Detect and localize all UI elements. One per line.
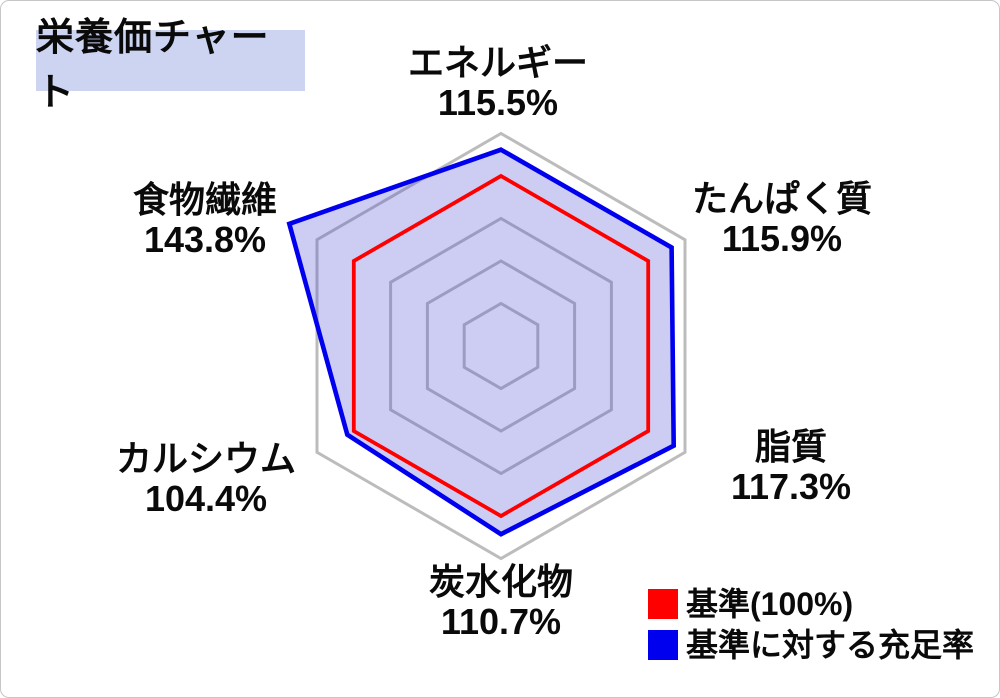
legend-item-base: 基準(100%)	[648, 586, 974, 622]
grid-ring	[315, 131, 687, 561]
axis-value: 143.8%	[143, 219, 267, 260]
axis-label-energy: エネルギー 115.5%	[408, 43, 588, 123]
axis-value: 115.9%	[721, 218, 843, 259]
axis-label-dietary-fiber: 食物繊維 143.8%	[133, 180, 277, 260]
axis-label-fat: 脂質 117.3%	[731, 427, 851, 507]
grid-ring	[425, 259, 577, 433]
legend-swatch-blue	[648, 630, 678, 660]
chart-title-text: 栄養価チャート	[36, 16, 270, 114]
axis-label-protein: たんぱく質 115.9%	[692, 179, 872, 259]
axis-name: 脂質	[754, 426, 827, 467]
grid-ring	[462, 301, 540, 391]
data-line	[286, 147, 677, 537]
legend-label-base: 基準(100%)	[686, 586, 854, 622]
axis-value: 104.4%	[144, 478, 268, 519]
legend-swatch-red	[648, 589, 678, 619]
legend: 基準(100%) 基準に対する充足率	[648, 586, 974, 668]
axis-name: 炭水化物	[428, 561, 574, 602]
legend-label-fulfillment: 基準に対する充足率	[686, 627, 975, 663]
grid-ring	[389, 216, 613, 476]
axis-label-carbohydrate: 炭水化物 110.7%	[429, 562, 573, 642]
axis-value: 117.3%	[730, 466, 852, 507]
axis-name: エネルギー	[407, 42, 589, 83]
axis-name: カルシウム	[115, 438, 297, 479]
data-fill	[289, 149, 674, 535]
legend-item-fulfillment: 基準に対する充足率	[648, 627, 974, 663]
axis-value: 115.5%	[437, 82, 559, 123]
base-line	[351, 173, 651, 519]
axis-name: 食物繊維	[132, 179, 278, 220]
axis-name: たんぱく質	[691, 178, 873, 219]
axis-value: 110.7%	[440, 601, 562, 642]
axis-label-calcium: カルシウム 104.4%	[116, 439, 296, 519]
chart-title: 栄養価チャート	[36, 17, 305, 114]
